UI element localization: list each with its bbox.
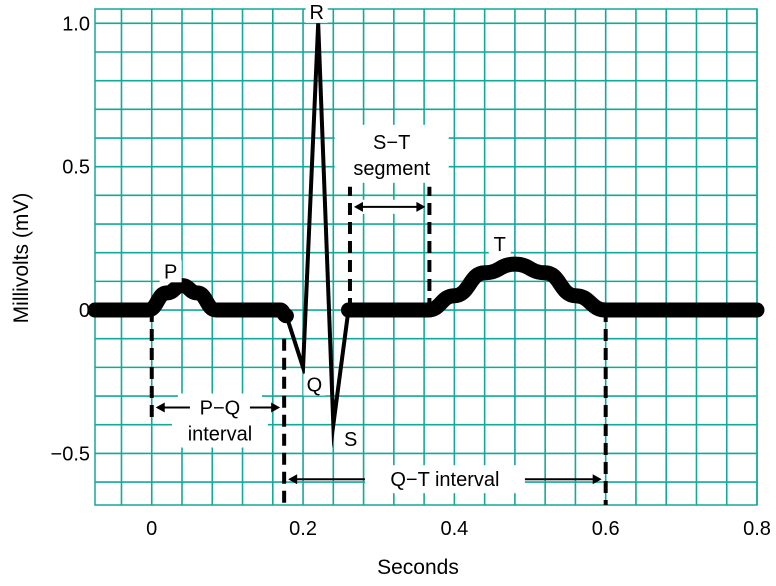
y-tick-label: 0.5: [62, 157, 90, 179]
interval-label-line-1: P−Q: [200, 398, 241, 420]
interval-label-background: [364, 465, 525, 494]
interval-annotation-0: P−Q interval: [163, 393, 273, 448]
wave-label-background: [305, 0, 328, 23]
wave-label-s: S: [344, 429, 357, 451]
x-tick-label: 0.4: [440, 518, 468, 540]
arrow-head-right: [416, 201, 426, 212]
interval-label-background: [177, 393, 262, 422]
wave-labels-layer: P Q R S T: [159, 0, 511, 451]
x-axis-title: Seconds: [377, 556, 459, 579]
arrow-head-left: [353, 201, 363, 212]
y-axis-title: Millivolts (mV): [10, 193, 33, 324]
arrow-head-right: [271, 402, 281, 413]
x-tick-label: 0.6: [592, 518, 620, 540]
wave-label-background: [303, 373, 326, 396]
interval-label-background: [171, 419, 268, 448]
interval-label-background: [334, 124, 449, 183]
interval-annotation-2: Q−T interval: [296, 465, 594, 494]
arrow-head-left: [155, 402, 165, 413]
wave-label-q: Q: [307, 375, 323, 397]
interval-label-line-2: interval: [188, 424, 252, 446]
interval-label: Q−T interval: [390, 469, 499, 491]
wave-label-background: [159, 260, 182, 283]
annotation-layer: P−Q interval S−T segment Q−T interval: [149, 124, 608, 505]
y-tick-label: 1.0: [62, 13, 90, 35]
wave-label-r: R: [309, 2, 323, 24]
x-tick-label: 0: [146, 518, 157, 540]
interval-label-line-1: S−T: [373, 132, 410, 154]
tick-labels-layer: 0 0.2 0.4 0.6 0.8 1.0 0.5 0 −0.5: [51, 13, 771, 540]
interval-annotation-1: S−T segment: [334, 124, 449, 214]
ecg-trace-layer: [87, 23, 765, 449]
ecg-trace-baseline-p-wave: [87, 278, 294, 324]
arrow-head-right: [592, 474, 602, 485]
x-tick-label: 0.2: [289, 518, 317, 540]
interval-label-line-2: segment: [353, 158, 430, 180]
ecg-trace-st-t-wave: [340, 256, 765, 318]
wave-label-t: T: [494, 234, 506, 256]
wave-label-background: [488, 233, 511, 256]
wave-label-p: P: [164, 261, 177, 283]
y-tick-label: −0.5: [51, 443, 90, 465]
ecg-trace-qrs-complex: [284, 23, 351, 449]
y-tick-label: 0: [79, 300, 90, 322]
x-tick-label: 0.8: [743, 518, 771, 540]
arrow-head-left: [288, 474, 298, 485]
wave-label-background: [339, 428, 362, 451]
